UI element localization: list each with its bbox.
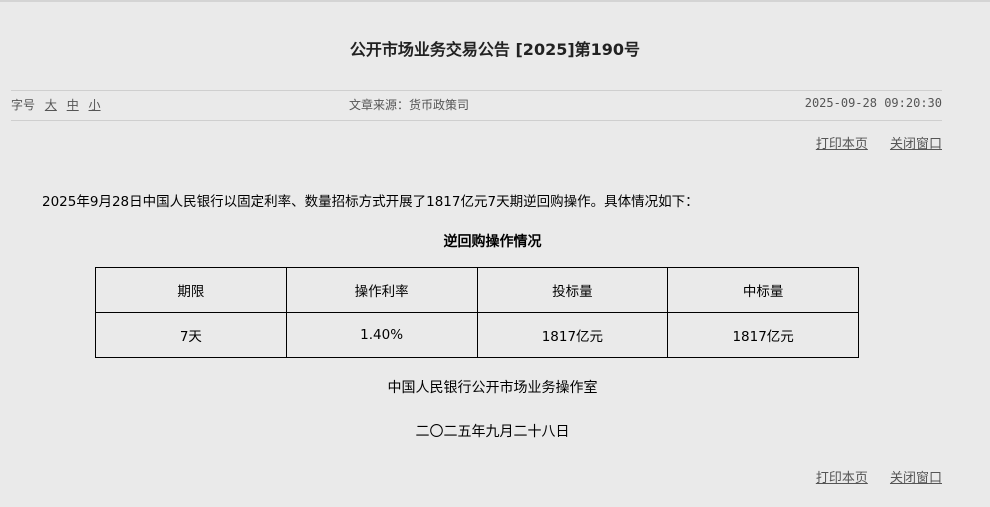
font-size-label: 字号 (11, 98, 36, 112)
divider (11, 90, 942, 91)
publish-datetime: 2025-09-28 09:20:30 (804, 96, 942, 110)
article-source: 文章来源：货币政策司 (349, 98, 470, 112)
cell-term: 7天 (95, 312, 287, 358)
font-small-link[interactable]: 小 (88, 98, 101, 112)
signature-date: 二〇二五年九月二十八日 (415, 424, 570, 440)
header-cell: 中标量 (667, 267, 859, 313)
page-title: 公开市场业务交易公告 [2025]第190号 (349, 40, 641, 59)
cell-awarded: 1817亿元 (667, 312, 859, 358)
print-page-link[interactable]: 打印本页 (815, 471, 868, 486)
close-window-link[interactable]: 关闭窗口 (889, 137, 942, 152)
top-links: 打印本页 关闭窗口 (798, 133, 942, 152)
header-cell: 投标量 (476, 267, 669, 313)
close-window-link[interactable]: 关闭窗口 (889, 471, 942, 486)
signature-org: 中国人民银行公开市场业务操作室 (387, 380, 598, 396)
font-medium-link[interactable]: 中 (66, 98, 79, 112)
top-border (0, 0, 990, 2)
table-caption: 逆回购操作情况 (443, 234, 542, 250)
print-page-link[interactable]: 打印本页 (815, 137, 868, 152)
font-large-link[interactable]: 大 (44, 98, 57, 112)
font-size-controls: 字号 大 中 小 (11, 96, 101, 113)
table-row: 7天 1.40% 1817亿元 1817亿元 (95, 312, 859, 358)
header-cell: 期限 (95, 267, 287, 313)
bottom-links: 打印本页 关闭窗口 (798, 467, 942, 486)
table-header-row: 期限 操作利率 投标量 中标量 (95, 267, 859, 313)
divider (11, 120, 942, 121)
header-cell: 操作利率 (285, 267, 478, 313)
cell-rate: 1.40% (285, 312, 478, 358)
cell-bid: 1817亿元 (476, 312, 669, 358)
operation-table: 期限 操作利率 投标量 中标量 7天 1.40% 1817亿元 1817亿元 (95, 267, 859, 358)
intro-text: 2025年9月28日中国人民银行以固定利率、数量招标方式开展了1817亿元7天期… (42, 194, 699, 210)
